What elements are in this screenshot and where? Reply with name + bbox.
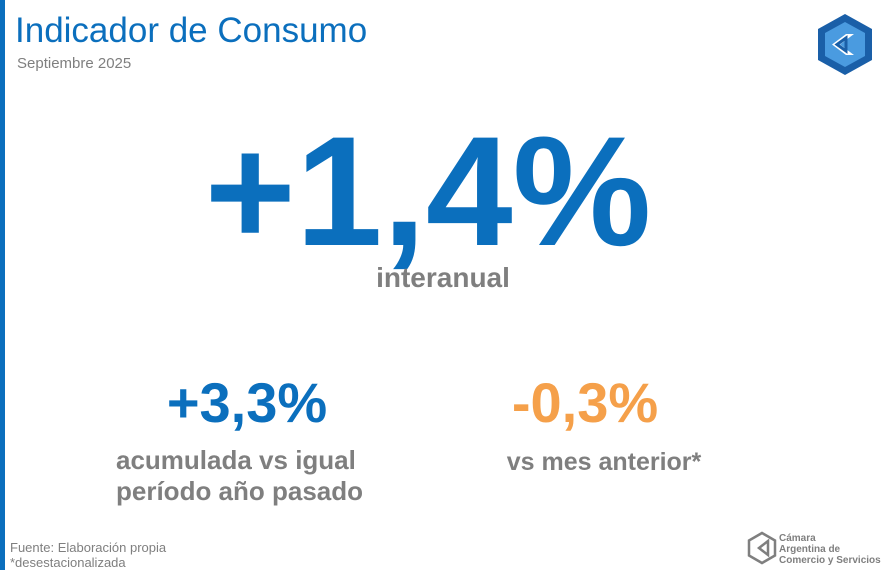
main-value: +1,4% (205, 105, 652, 279)
logo-text: Cámara (779, 533, 816, 544)
main-label: interanual (376, 262, 510, 293)
subtitle: Septiembre 2025 (17, 55, 131, 72)
stat-value: +3,3% (167, 371, 327, 434)
logo-top (818, 14, 872, 75)
stat-value: -0,3% (512, 371, 658, 434)
footer-note: *desestacionalizada (10, 555, 126, 570)
left-accent-bar (0, 0, 5, 570)
stat-label: vs mes anterior* (507, 448, 702, 476)
footer-source: Fuente: Elaboración propia (10, 540, 167, 555)
logo-text: Comercio y Servicios (779, 555, 881, 566)
stat-label: acumulada vs igual (116, 445, 356, 475)
stat-label: período año pasado (116, 476, 363, 506)
logo-bottom (747, 531, 777, 565)
title: Indicador de Consumo (15, 11, 367, 50)
logo-text: Argentina de (779, 544, 841, 555)
